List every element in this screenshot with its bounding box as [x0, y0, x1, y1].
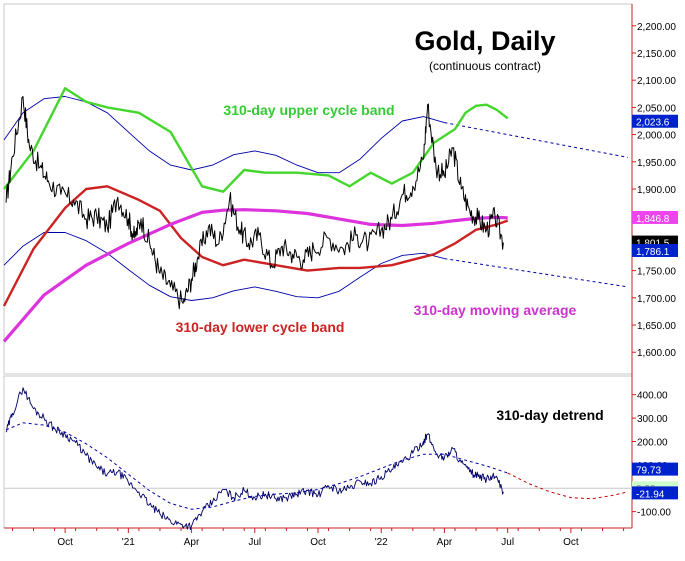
- lower-envelope-line: [3, 232, 445, 301]
- x-axis: Oct '21 Apr Jul Oct '22 Apr Jul Oct: [11, 528, 625, 548]
- y-tick-label: 300.00: [637, 414, 668, 425]
- y-tick-label: 1,900.00: [637, 185, 676, 196]
- x-tick-label: Oct: [310, 537, 326, 548]
- 310-day-lower-cycle-band-line: [2, 185, 509, 307]
- x-tick-label: Jul: [248, 537, 261, 548]
- y-tick-label: 2,000.00: [637, 131, 676, 142]
- price-tag-label: 2,023.6: [636, 118, 670, 129]
- lower-projection-line: [444, 258, 628, 288]
- x-tick-label: Apr: [184, 537, 200, 548]
- cycle-line: [5, 422, 508, 510]
- y-tick-label: 1,650.00: [637, 321, 676, 332]
- y-tick-label: 2,050.00: [637, 103, 676, 114]
- price-tag: [632, 114, 678, 128]
- upper-plot-area: [2, 87, 628, 343]
- upper-band-label: 310-day upper cycle band: [223, 102, 394, 118]
- x-tick-label: Jul: [501, 537, 514, 548]
- price-tag: [632, 486, 678, 500]
- gold-daily-line: [5, 96, 504, 310]
- y-tick-label: 1,600.00: [637, 348, 676, 359]
- price-tag: [632, 243, 678, 257]
- price-tag-label: 1,786.1: [636, 247, 670, 258]
- x-tick-label: Apr: [437, 537, 453, 548]
- x-tick-label: '22: [375, 537, 388, 548]
- price-tag-label: 79.73: [636, 466, 661, 477]
- cycle-projection-line: [507, 472, 628, 500]
- chart-subtitle: (continuous contract): [429, 59, 541, 73]
- lower-plot-area: [4, 387, 632, 531]
- y-tick-label: 2,150.00: [637, 49, 676, 60]
- price-tag-label: 1,846.8: [636, 214, 670, 225]
- y-tick-label: -100.00: [637, 508, 671, 519]
- 310-day-moving-average-line: [2, 208, 508, 343]
- x-tick-label: '21: [122, 537, 135, 548]
- 310-day-detrend-line: [5, 387, 504, 531]
- price-tags: 2,023.61,846.81,801.51,786.179.730.00-21…: [632, 114, 678, 500]
- moving-average-label: 310-day moving average: [414, 302, 577, 318]
- price-tag: [632, 462, 678, 476]
- y-tick-label: 1,950.00: [637, 158, 676, 169]
- x-tick-label: Oct: [563, 537, 579, 548]
- lower-band-label: 310-day lower cycle band: [176, 319, 345, 335]
- y-tick-label: 1,700.00: [637, 294, 676, 305]
- y-tick-label: 200.00: [637, 437, 668, 448]
- upper-envelope-line: [3, 96, 445, 174]
- x-tick-label: Oct: [57, 537, 73, 548]
- 310-day-upper-cycle-band-line: [3, 87, 509, 193]
- y-tick-label: 400.00: [637, 391, 668, 402]
- detrend-label: 310-day detrend: [496, 407, 603, 423]
- y-tick-label: 2,200.00: [637, 22, 676, 33]
- price-tag: [632, 210, 678, 224]
- price-tag-label: -21.94: [636, 489, 665, 500]
- y-tick-label: 2,100.00: [637, 76, 676, 87]
- y-tick-label: 1,750.00: [637, 267, 676, 278]
- upper-projection-line: [444, 122, 628, 158]
- chart-title: Gold, Daily: [414, 26, 555, 56]
